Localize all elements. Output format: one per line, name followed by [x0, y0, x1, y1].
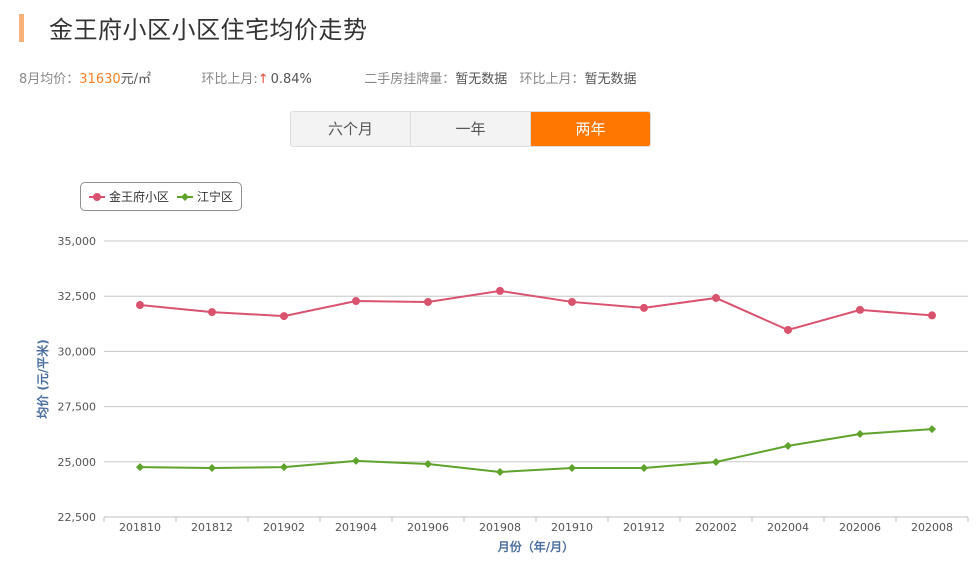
x-tick-label: 201910 — [551, 521, 593, 534]
legend-item-community[interactable]: 金王府小区 — [89, 188, 169, 205]
title-accent-bar — [19, 14, 24, 42]
data-point[interactable] — [712, 293, 720, 302]
data-point[interactable] — [928, 311, 936, 320]
series-line — [139, 428, 933, 473]
y-tick-label: 30,000 — [58, 345, 97, 358]
stats-row: 8月均价：31630元/㎡ 环比上月:↑ 0.84% 二手房挂牌量：暂无数据 环比… — [19, 68, 637, 87]
up-arrow-icon: ↑ — [257, 72, 269, 87]
data-point[interactable] — [784, 325, 792, 334]
series-line — [139, 289, 933, 332]
page-title: 金王府小区小区住宅均价走势 — [49, 16, 368, 44]
legend-label: 江宁区 — [197, 190, 234, 204]
avg-price-value: 31630 — [79, 72, 121, 87]
circle-marker-icon — [89, 192, 105, 201]
data-point[interactable] — [352, 297, 360, 306]
data-point[interactable] — [640, 463, 648, 472]
data-point[interactable] — [208, 308, 216, 317]
data-point[interactable] — [424, 297, 432, 306]
data-point[interactable] — [856, 429, 864, 438]
data-point[interactable] — [352, 456, 360, 465]
legend-label: 金王府小区 — [109, 190, 170, 204]
x-tick-label: 201906 — [407, 521, 449, 534]
period-tabs: 六个月 一年 两年 — [290, 111, 651, 147]
listing-mom-label: 环比上月： — [519, 72, 585, 87]
listing-mom-value: 暂无数据 — [584, 72, 637, 87]
y-tick-label: 32,500 — [58, 290, 97, 303]
mom-label: 环比上月: — [201, 72, 258, 87]
data-point[interactable] — [928, 425, 936, 434]
y-tick-label: 25,000 — [58, 456, 97, 469]
y-axis-title: 均价 (元/平米) — [35, 339, 50, 419]
listing-value: 暂无数据 — [455, 72, 508, 87]
x-tick-label: 201904 — [335, 521, 377, 534]
data-point[interactable] — [280, 463, 288, 472]
legend-item-district[interactable]: 江宁区 — [177, 188, 233, 205]
x-tick-label: 202006 — [839, 521, 881, 534]
data-point[interactable] — [568, 463, 576, 472]
avg-price-unit: 元/㎡ — [120, 72, 152, 87]
x-tick-label: 201902 — [263, 521, 305, 534]
data-point[interactable] — [496, 286, 504, 295]
x-tick-label: 201812 — [191, 521, 233, 534]
data-point[interactable] — [640, 303, 648, 312]
x-tick-label: 201908 — [479, 521, 521, 534]
data-point[interactable] — [712, 458, 720, 467]
data-point[interactable] — [136, 463, 144, 472]
mom-value: 0.84% — [270, 72, 312, 87]
tab-two-years[interactable]: 两年 — [531, 112, 650, 146]
data-point[interactable] — [208, 463, 216, 472]
x-tick-label: 202008 — [911, 521, 953, 534]
chart-legend: 金王府小区 江宁区 — [80, 182, 243, 211]
tab-one-year[interactable]: 一年 — [411, 112, 531, 146]
x-tick-label: 202004 — [767, 521, 809, 534]
x-tick-label: 201810 — [119, 521, 161, 534]
data-point[interactable] — [784, 441, 792, 450]
data-point[interactable] — [568, 297, 576, 306]
avg-price-label: 8月均价： — [19, 72, 80, 87]
x-tick-label: 201912 — [623, 521, 665, 534]
data-point[interactable] — [136, 301, 144, 310]
data-point[interactable] — [280, 312, 288, 321]
listing-label: 二手房挂牌量： — [364, 72, 456, 87]
data-point[interactable] — [856, 305, 864, 314]
tab-six-months[interactable]: 六个月 — [291, 112, 411, 146]
data-point[interactable] — [496, 467, 504, 476]
y-tick-label: 35,000 — [58, 235, 97, 248]
diamond-marker-icon — [177, 192, 194, 201]
x-axis-title: 月份（年/月） — [497, 539, 574, 554]
y-tick-label: 27,500 — [58, 401, 97, 414]
data-point[interactable] — [424, 460, 432, 469]
x-tick-label: 202002 — [695, 521, 737, 534]
y-tick-label: 22,500 — [58, 511, 97, 524]
